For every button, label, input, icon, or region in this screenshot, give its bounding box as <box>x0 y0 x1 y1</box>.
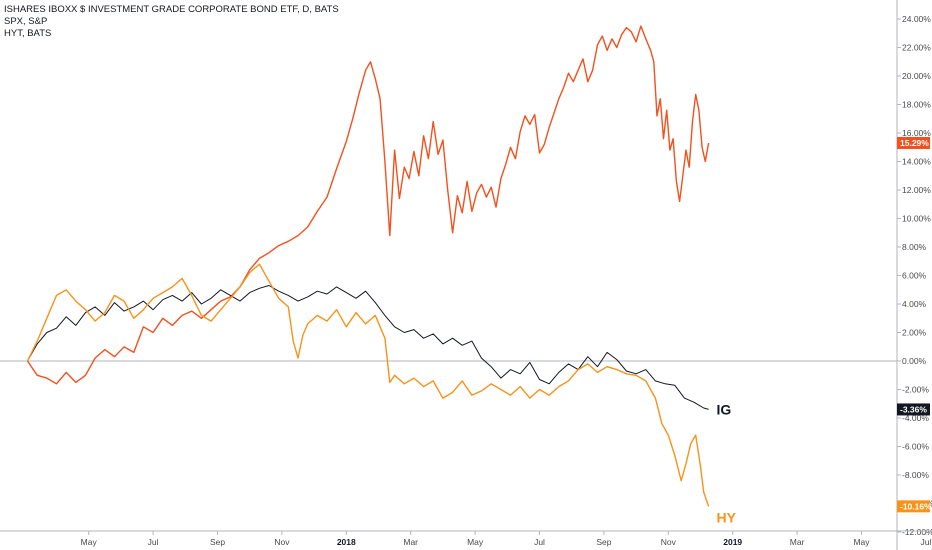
x-tick-label: Sep <box>596 537 611 547</box>
x-tick-label: May <box>81 537 98 547</box>
y-tick-label: 16.00% <box>902 128 931 138</box>
y-tick-label: 22.00% <box>902 43 931 53</box>
last-value-badge-hy: -10.16% <box>897 500 932 513</box>
x-tick-label: Sep <box>210 537 225 547</box>
y-tick-label: 14.00% <box>902 157 931 167</box>
legend-compare-hyt[interactable]: HYT, BATS <box>4 28 52 39</box>
series-line-ig <box>27 285 709 410</box>
y-tick-label: 24.00% <box>902 14 931 24</box>
y-tick-label: -6.00% <box>902 442 929 452</box>
x-tick-label: Jul <box>534 537 545 547</box>
series-annotations: IG HY <box>717 401 737 525</box>
x-axis: May Jul Sep Nov 2018 Mar May Jul Sep Nov 2019 Mar Ma… <box>0 530 932 547</box>
chart-legend: ISHARES IBOXX $ INVESTMENT GRADE CORPORA… <box>4 4 339 40</box>
badge-label: -3.36% <box>900 404 927 414</box>
series-line-spx <box>26 25 710 385</box>
badge-label: -10.16% <box>900 501 932 511</box>
y-tick-label: -8.00% <box>902 470 929 480</box>
x-tick-label: Jul <box>148 537 159 547</box>
y-tick-label: -2.00% <box>902 385 929 395</box>
badge-bg <box>897 136 930 149</box>
y-tick-label: 18.00% <box>902 100 931 110</box>
x-tick-label: Jul <box>920 537 931 547</box>
y-tick-label: 20.00% <box>902 71 931 81</box>
y-axis: 24.00% 22.00% 20.00% 18.00% 16.00% 14.00% 12.0… <box>896 0 932 550</box>
last-value-badge-spx: 15.29% <box>897 136 930 149</box>
legend-main-symbol[interactable]: ISHARES IBOXX $ INVESTMENT GRADE CORPORA… <box>4 4 339 15</box>
y-tick-label: -12.00% <box>902 527 932 537</box>
y-tick-label: 12.00% <box>902 185 931 195</box>
series-line-hy <box>26 263 710 507</box>
y-tick-label: -4.00% <box>902 413 929 423</box>
series-layer <box>26 25 710 507</box>
x-tick-label: May <box>467 537 484 547</box>
legend-compare-spx[interactable]: SPX, S&P <box>4 16 48 27</box>
y-tick-label: 2.00% <box>902 328 927 338</box>
x-tick-label: Nov <box>274 537 290 547</box>
annotation-hy: HY <box>717 509 737 525</box>
annotation-ig: IG <box>717 401 732 417</box>
badge-bg <box>897 403 930 416</box>
badge-bg <box>897 500 930 513</box>
x-tick-label: Mar <box>790 537 805 547</box>
x-tick-label: Mar <box>403 537 418 547</box>
x-tick-label: 2019 <box>723 537 742 547</box>
y-tick-label: 10.00% <box>902 214 931 224</box>
badge-label: 15.29% <box>900 138 929 148</box>
last-value-badges: 15.29% -3.36% -10.16% <box>897 136 932 513</box>
x-tick-label: May <box>853 537 870 547</box>
last-value-badge-ig: -3.36% <box>897 403 930 416</box>
x-tick-label: Nov <box>661 537 677 547</box>
y-tick-label: 4.00% <box>902 299 927 309</box>
y-tick-label: 8.00% <box>902 242 927 252</box>
y-tick-label: 6.00% <box>902 271 927 281</box>
x-tick-label: 2018 <box>337 537 356 547</box>
y-tick-label: 0.00% <box>902 356 927 366</box>
